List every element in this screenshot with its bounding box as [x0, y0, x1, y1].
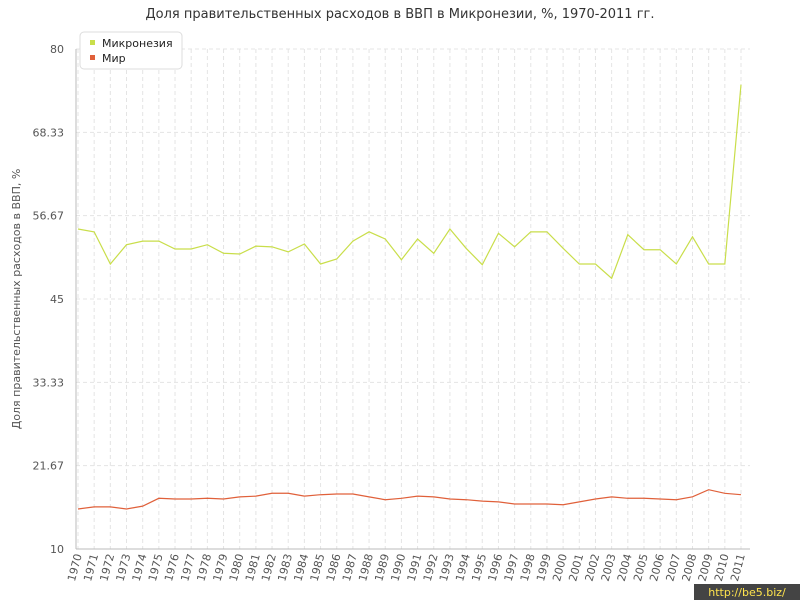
legend-box — [79, 31, 183, 70]
series-line — [77, 84, 742, 280]
series-line — [77, 489, 742, 510]
y-tick-label: 45 — [50, 293, 64, 306]
watermark: http://be5.biz/ — [708, 586, 786, 599]
y-tick-label: 21.67 — [33, 460, 65, 473]
legend-label: Микронезия — [102, 37, 173, 50]
legend-swatch — [90, 40, 95, 45]
chart-title: Доля правительственных расходов в ВВП в … — [146, 7, 655, 22]
y-tick-label: 10 — [50, 543, 64, 556]
legend-label: Мир — [102, 52, 126, 65]
y-axis-label: Доля правительственных расходов в ВВП, % — [10, 169, 23, 430]
y-tick-label: 80 — [50, 43, 64, 56]
legend-swatch — [90, 55, 95, 60]
y-tick-label: 56.67 — [33, 210, 65, 223]
y-tick-label: 68.33 — [33, 126, 65, 139]
y-tick-label: 33.33 — [33, 376, 65, 389]
watermark-bg — [694, 584, 800, 600]
